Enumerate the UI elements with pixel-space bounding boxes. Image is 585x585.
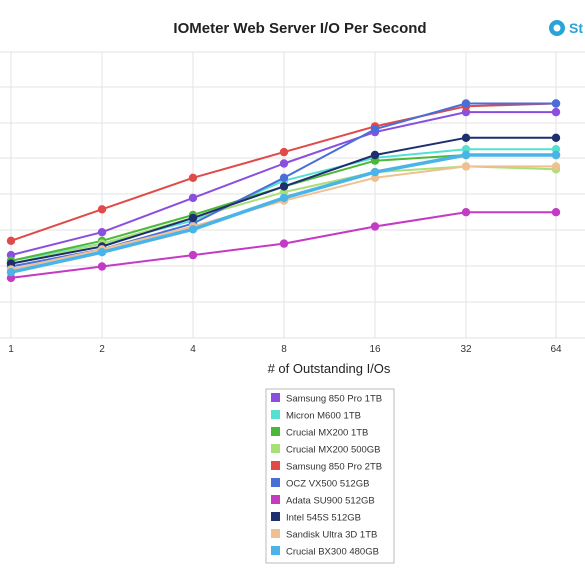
legend-label: Adata SU900 512GB — [286, 496, 375, 507]
data-point — [461, 150, 471, 160]
legend-items: Samsung 850 Pro 1TB Micron M600 1TB Crucia… — [271, 393, 382, 558]
data-point — [188, 250, 198, 260]
data-point — [97, 262, 107, 271]
legend-swatch — [271, 410, 280, 419]
data-point — [188, 173, 198, 182]
legend-label: Samsung 850 Pro 2TB — [286, 462, 382, 473]
grid — [0, 51, 585, 339]
data-point — [279, 147, 289, 157]
legend-label: Crucial BX300 480GB — [286, 547, 379, 558]
legend-label: Intel 545S 512GB — [286, 513, 361, 524]
data-point — [370, 125, 380, 134]
data-point — [461, 208, 471, 217]
x-tick-label: 64 — [550, 344, 562, 355]
legend-swatch — [271, 444, 280, 453]
data-point — [461, 133, 471, 142]
data-point — [461, 107, 471, 117]
series-group — [6, 150, 561, 277]
brand-logo-text: St — [569, 20, 583, 36]
data-point — [188, 193, 198, 203]
data-point — [188, 225, 198, 234]
data-point — [279, 193, 289, 203]
data-point — [279, 182, 289, 191]
data-point — [279, 239, 289, 248]
data-point — [6, 259, 16, 268]
brand-logo-icon-inner — [553, 24, 561, 32]
legend-swatch — [271, 461, 280, 470]
legend-label: Sandisk Ultra 3D 1TB — [286, 530, 377, 541]
x-tick-label: 1 — [8, 344, 14, 355]
data-point — [370, 222, 380, 231]
legend-swatch — [271, 529, 280, 538]
data-point — [551, 208, 561, 217]
data-point — [97, 205, 107, 214]
legend-label: Crucial MX200 1TB — [286, 428, 368, 439]
legend-label: Samsung 850 Pro 1TB — [286, 394, 382, 405]
x-tick-label: 8 — [281, 344, 287, 355]
data-point — [551, 133, 561, 142]
x-tick-label: 16 — [369, 344, 381, 355]
series-lines — [6, 99, 561, 283]
data-point — [6, 236, 16, 245]
x-tick-label: 2 — [99, 344, 105, 355]
data-point — [551, 107, 561, 117]
data-point — [551, 145, 561, 154]
legend-swatch — [271, 495, 280, 504]
data-point — [279, 159, 289, 168]
data-point — [188, 213, 198, 223]
data-point — [97, 228, 107, 237]
brand-logo: St — [549, 20, 583, 36]
legend-box — [265, 388, 395, 564]
legend-swatch — [271, 546, 280, 555]
x-tick-label: 4 — [190, 344, 196, 355]
data-point — [551, 162, 561, 171]
data-point — [461, 162, 471, 171]
x-tick-label: 32 — [460, 344, 472, 355]
data-point — [370, 150, 380, 160]
x-axis-ticks: 1 2 4 8 16 32 64 — [8, 344, 562, 355]
legend-swatch — [271, 393, 280, 402]
data-point — [461, 99, 471, 108]
data-point — [551, 99, 561, 108]
data-point — [461, 145, 471, 154]
legend-label: Micron M600 1TB — [286, 411, 361, 422]
chart-title: IOMeter Web Server I/O Per Second — [173, 20, 426, 37]
data-point — [97, 248, 107, 257]
data-point — [279, 173, 289, 182]
legend: Samsung 850 Pro 1TB Micron M600 1TB Crucia… — [265, 388, 395, 564]
legend-swatch — [271, 427, 280, 436]
data-point — [551, 150, 561, 160]
data-point — [6, 268, 16, 277]
legend-swatch — [271, 512, 280, 521]
legend-swatch — [271, 478, 280, 487]
data-point — [370, 167, 380, 177]
legend-label: OCZ VX500 512GB — [286, 479, 369, 490]
x-axis-label: # of Outstanding I/Os — [268, 361, 391, 376]
legend-label: Crucial MX200 500GB — [286, 445, 381, 456]
